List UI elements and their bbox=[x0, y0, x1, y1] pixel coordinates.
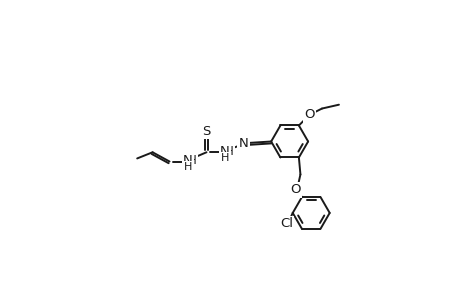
Text: N: N bbox=[183, 154, 192, 167]
Text: H: H bbox=[220, 153, 229, 163]
Text: N: N bbox=[238, 136, 248, 149]
Text: S: S bbox=[202, 125, 210, 138]
Text: Cl: Cl bbox=[280, 217, 292, 230]
Text: H: H bbox=[219, 151, 228, 164]
Text: N: N bbox=[238, 136, 248, 149]
Text: H: H bbox=[188, 154, 196, 167]
Text: H: H bbox=[184, 162, 192, 172]
Text: O: O bbox=[304, 108, 314, 121]
Text: N: N bbox=[219, 145, 230, 158]
Text: H: H bbox=[225, 145, 234, 158]
Text: O: O bbox=[289, 183, 300, 196]
Text: H: H bbox=[183, 160, 191, 173]
